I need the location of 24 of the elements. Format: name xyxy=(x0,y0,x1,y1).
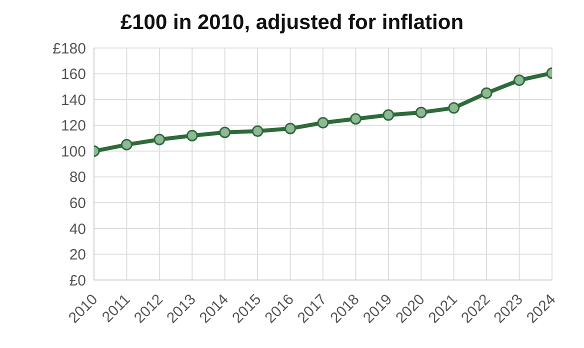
point xyxy=(252,125,264,137)
point xyxy=(120,138,132,150)
point xyxy=(186,130,198,142)
y-tick-label: 80 xyxy=(69,169,86,186)
y-tick-label: 20 xyxy=(69,246,86,264)
y-tick-label: 160 xyxy=(60,66,86,84)
point xyxy=(514,74,526,86)
y-tick-label: 40 xyxy=(69,220,86,238)
y-tick-label: 120 xyxy=(60,118,86,135)
point xyxy=(154,134,166,146)
point xyxy=(350,113,362,125)
y-tick-label: 100 xyxy=(60,143,86,160)
point xyxy=(415,106,427,118)
point xyxy=(480,87,492,99)
point xyxy=(219,126,231,138)
point xyxy=(448,102,460,114)
y-tick-label: 60 xyxy=(69,194,86,212)
point xyxy=(382,109,394,121)
y-tick-label: £0 xyxy=(69,272,86,290)
chart-title: £100 in 2010, adjusted for inflation xyxy=(119,10,465,36)
y-tick-label: 140 xyxy=(60,92,86,109)
point xyxy=(284,122,296,134)
y-tick-label: £180 xyxy=(52,40,86,58)
point xyxy=(317,117,329,129)
